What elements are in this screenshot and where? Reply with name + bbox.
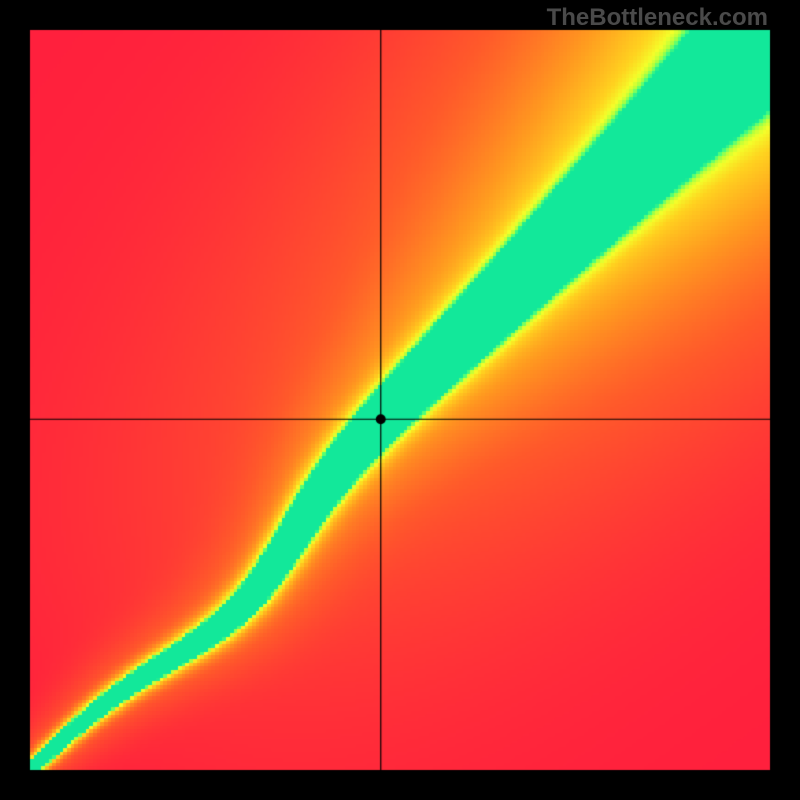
bottleneck-heatmap <box>0 0 800 800</box>
chart-container: { "meta": { "type": "heatmap", "canvas":… <box>0 0 800 800</box>
